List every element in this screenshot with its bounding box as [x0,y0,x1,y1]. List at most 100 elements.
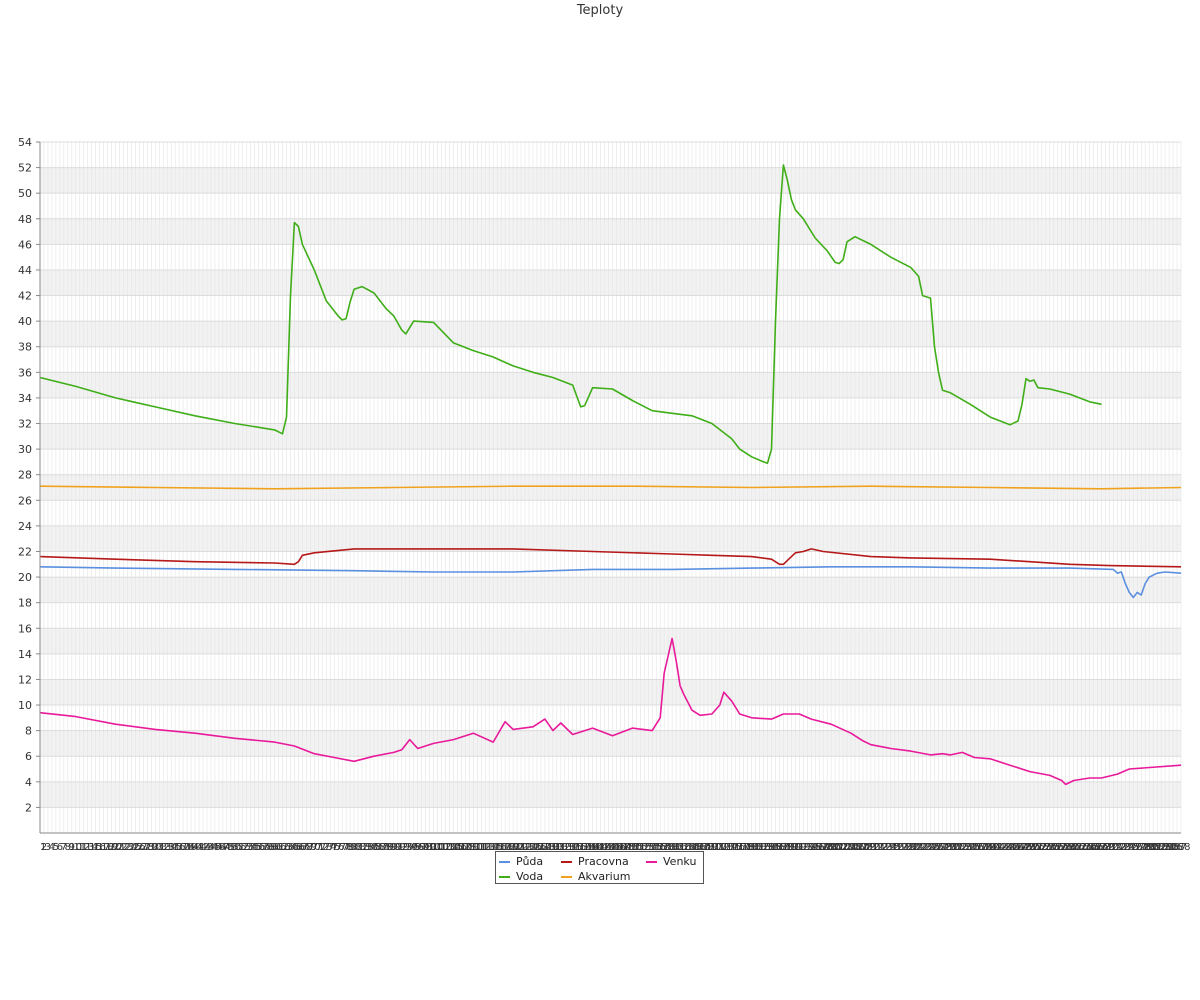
x-tick-label: 221 [905,842,924,853]
x-tick-label: 141 [587,842,606,853]
x-tick-label: 76 [332,842,345,853]
series-line-voda [39,164,1102,464]
x-tick-label: 153 [635,842,654,853]
x-tick-label: 25 [129,842,142,853]
series-layer [39,164,1182,786]
x-tick-label: 92 [395,842,408,853]
x-tick-label: 21 [113,842,126,853]
x-tick-label: 157 [651,842,670,853]
x-tick-label: 100 [424,842,443,853]
x-tick-label: 215 [881,842,900,853]
x-tick-label: 133 [555,842,574,853]
grid-band [40,525,1181,552]
x-tick-label: 85 [368,842,381,853]
x-tick-label: 247 [1008,842,1027,853]
x-tick-label: 205 [841,842,860,853]
y-tick-label: 12 [18,673,32,686]
grid-band [40,679,1181,706]
x-tick-label: 271 [1104,842,1123,853]
x-tick-label: 152 [631,842,650,853]
x-tick-label: 55 [248,842,261,853]
x-tick-label: 115 [484,842,503,853]
legend-label: Akvarium [578,870,631,883]
x-tick-label: 105 [444,842,463,853]
x-tick-label: 78 [340,842,353,853]
x-tick-label: 145 [603,842,622,853]
x-tick-label: 273 [1112,842,1131,853]
x-tick-label: 199 [818,842,837,853]
x-tick-label: 150 [623,842,642,853]
x-tick-label: 77 [336,842,349,853]
x-tick-label: 49 [224,842,237,853]
x-tick-label: 66 [292,842,305,853]
x-tick-label: 6 [57,842,63,853]
x-tick-label: 186 [766,842,785,853]
x-tick-label: 164 [678,842,697,853]
x-tick-label: 276 [1124,842,1143,853]
x-tick-label: 1 [40,842,46,853]
x-tick-label: 48 [220,842,233,853]
chart-legend: Půda Pracovna Venku Voda Akvarium [495,851,704,884]
x-tick-label: 104 [440,842,459,853]
x-tick-label: 32 [157,842,170,853]
x-tick-label: 109 [460,842,479,853]
x-tick-label: 23 [121,842,134,853]
grid-band [40,423,1181,450]
x-tick-label: 239 [977,842,996,853]
x-tick-label: 126 [527,842,546,853]
x-tick-label: 56 [252,842,265,853]
x-tick-label: 136 [567,842,586,853]
x-tick-label: 163 [675,842,694,853]
x-tick-label: 198 [814,842,833,853]
x-tick-label: 208 [853,842,872,853]
y-tick-label: 20 [18,571,32,584]
x-tick-label: 79 [344,842,357,853]
x-tick-label: 200 [822,842,841,853]
x-tick-label: 218 [893,842,912,853]
x-tick-label: 75 [328,842,341,853]
series-line-venku [39,637,1182,786]
x-tick-label: 62 [276,842,289,853]
x-tick-label: 95 [407,842,420,853]
x-tick-label: 216 [885,842,904,853]
legend-item: Půda [499,854,561,869]
chart-title: Teploty [576,3,624,18]
x-tick-label: 13 [81,842,94,853]
x-tick-label: 179 [738,842,757,853]
x-tick-label: 237 [969,842,988,853]
x-tick-label: 127 [531,842,550,853]
x-tick-label: 241 [985,842,1004,853]
x-tick-label: 285 [1160,842,1179,853]
x-tick-label: 162 [671,842,690,853]
x-tick-label: 144 [599,842,618,853]
x-tick-label: 177 [730,842,749,853]
x-tick-label: 35 [169,842,182,853]
legend-swatch [646,860,657,863]
x-tick-label: 266 [1084,842,1103,853]
x-tick-label: 36 [173,842,186,853]
x-tick-label: 154 [639,842,658,853]
x-tick-label: 38 [181,842,194,853]
x-tick-label: 3 [45,842,51,853]
x-tick-label: 116 [488,842,507,853]
x-tick-label: 174 [718,842,737,853]
x-tick-label: 251 [1024,842,1043,853]
x-tick-label: 224 [917,842,936,853]
x-tick-label: 120 [504,842,523,853]
x-tick-label: 98 [419,842,432,853]
y-tick-label: 22 [18,545,32,558]
y-tick-label: 40 [18,315,32,328]
y-tick-label: 32 [18,418,32,431]
x-tick-label: 254 [1036,842,1055,853]
x-tick-label: 206 [845,842,864,853]
x-tick-label: 31 [153,842,166,853]
x-tick-label: 250 [1020,842,1039,853]
x-tick-label: 22 [117,842,130,853]
x-tick-label: 51 [232,842,245,853]
legend-label: Půda [516,855,544,868]
x-tick-label: 15 [89,842,102,853]
x-tick-label: 28 [141,842,154,853]
x-tick-label: 180 [742,842,761,853]
x-tick-label: 44 [205,842,218,853]
x-tick-label: 207 [849,842,868,853]
